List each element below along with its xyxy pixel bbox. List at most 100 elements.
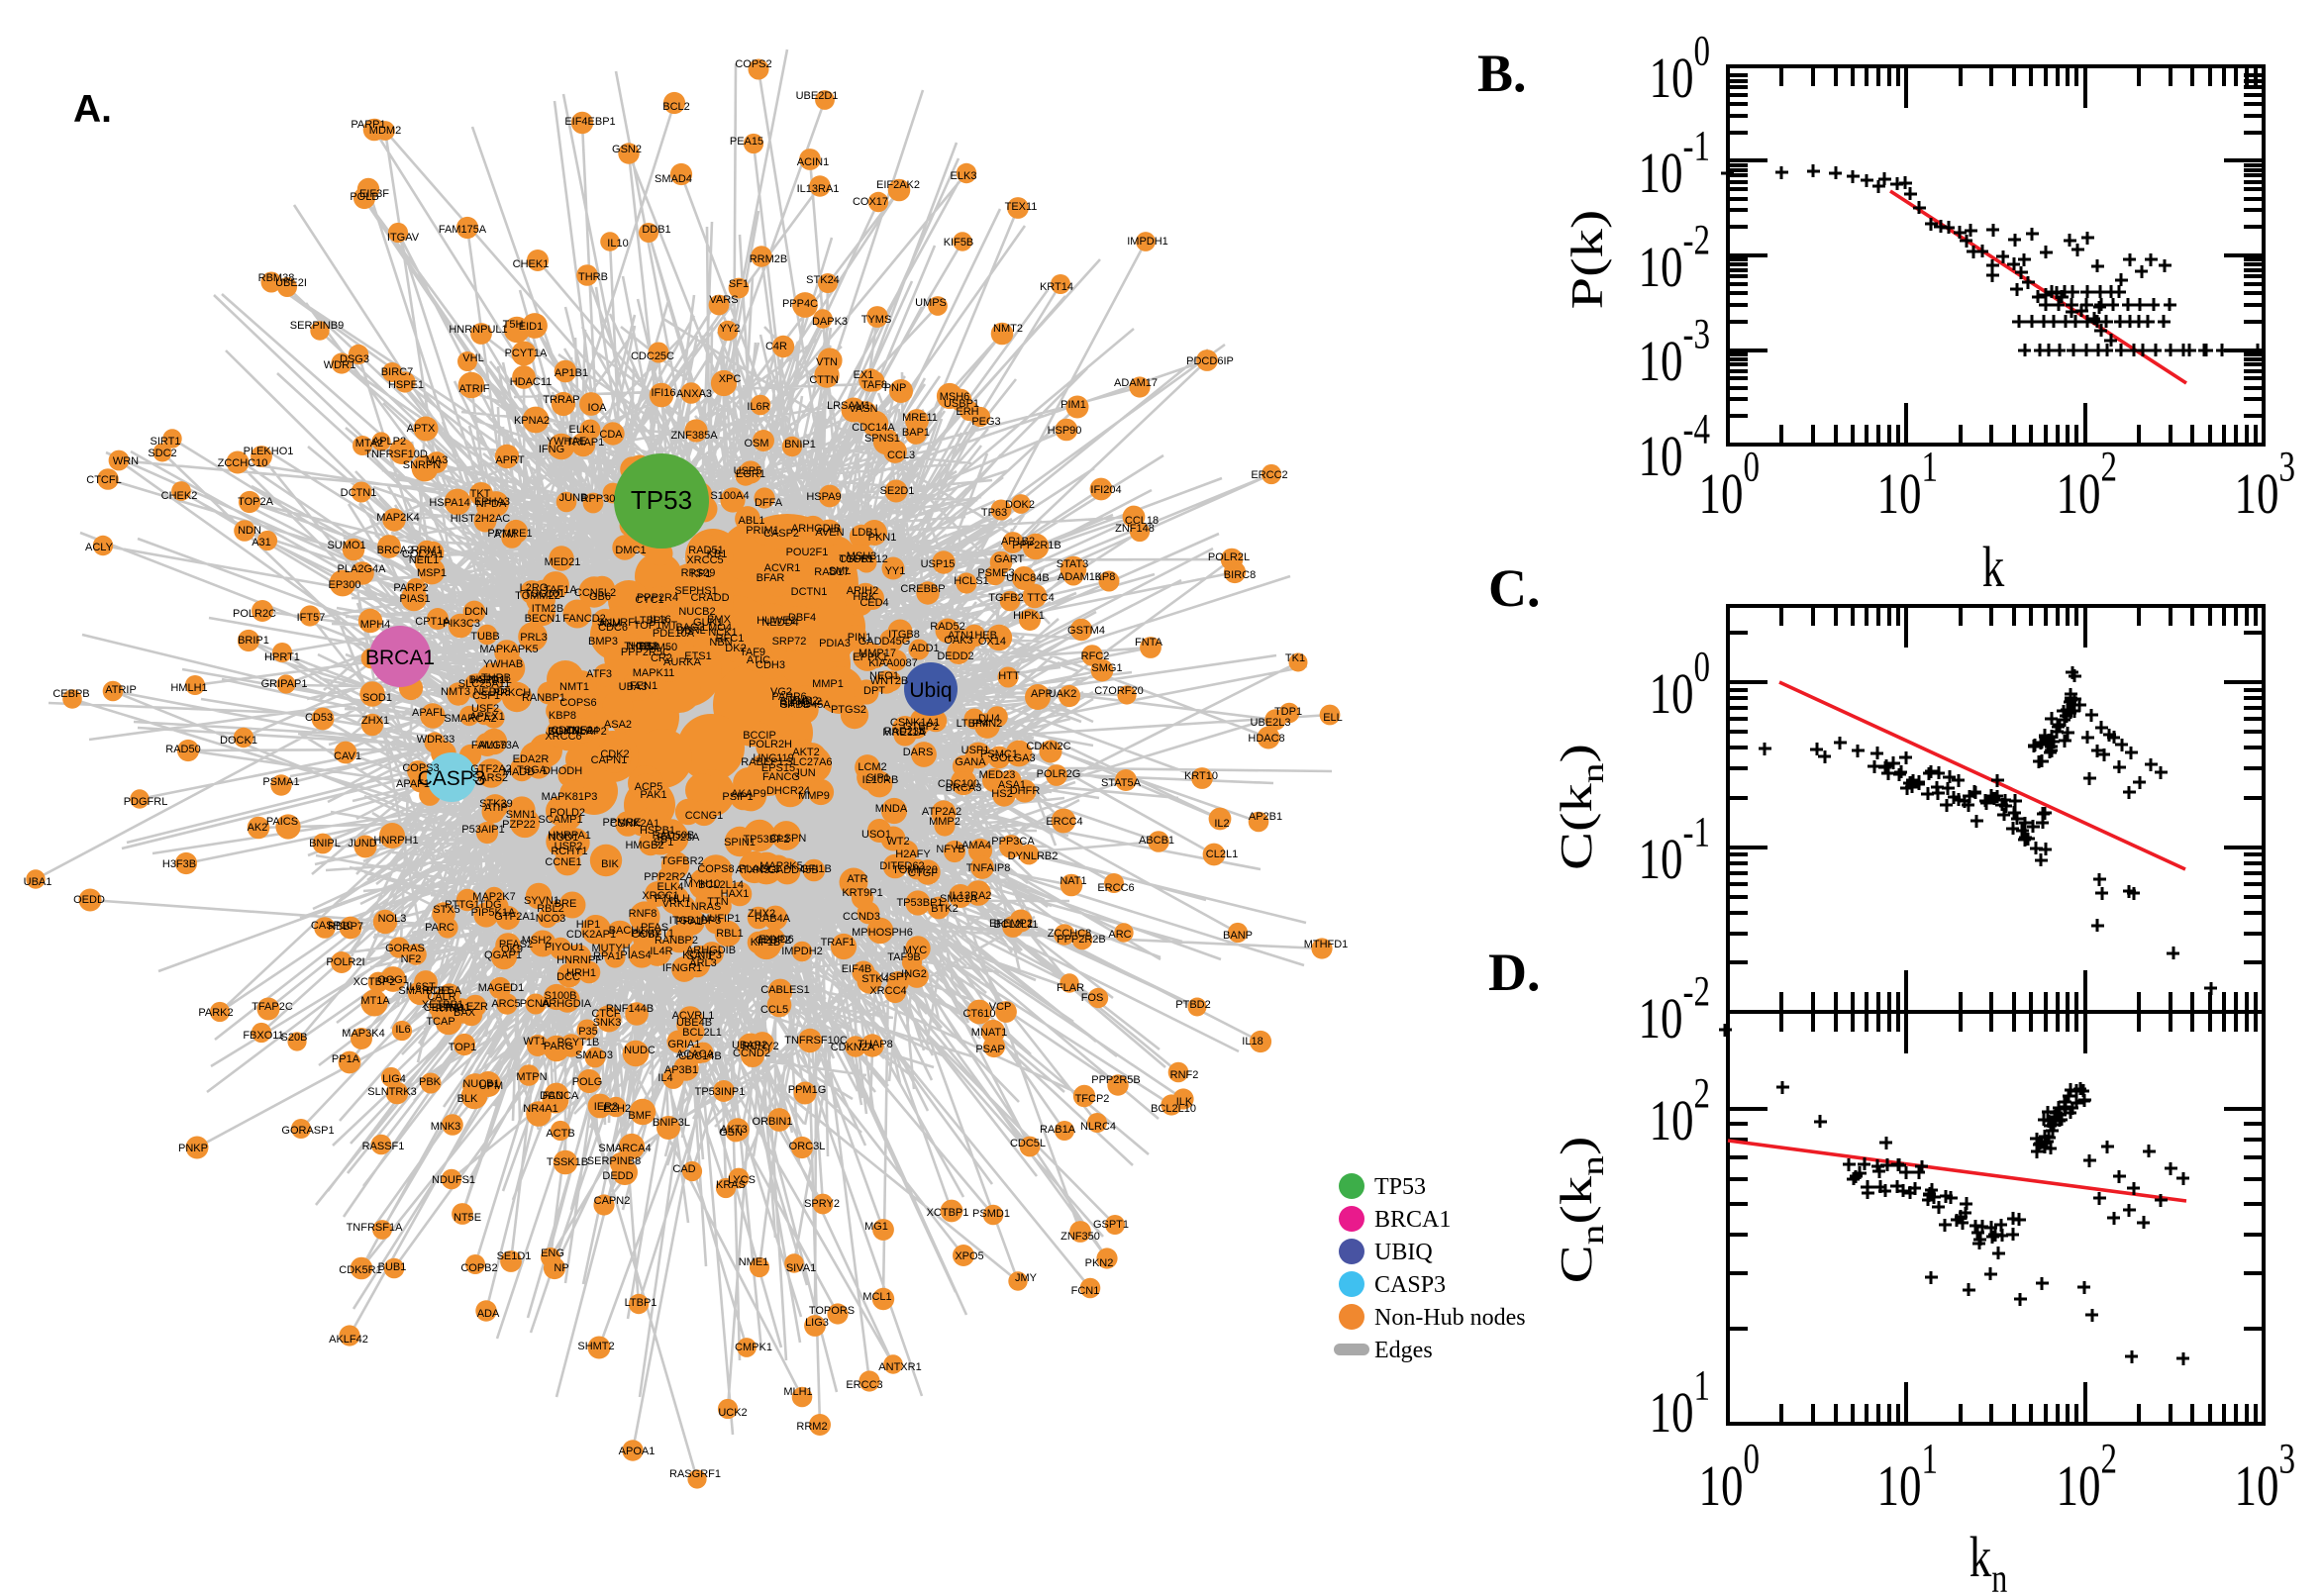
svg-text:BCL2: BCL2: [662, 101, 690, 113]
svg-text:XRCC5: XRCC5: [686, 554, 723, 566]
svg-text:WT1: WT1: [523, 1036, 546, 1047]
svg-text:NPDA: NPDA: [476, 498, 507, 510]
svg-text:BFAR: BFAR: [757, 572, 785, 584]
svg-text:XRCC4: XRCC4: [869, 985, 906, 997]
svg-text:NDN: NDN: [238, 525, 261, 537]
svg-text:USP7: USP7: [881, 971, 910, 983]
svg-text:KIF5B: KIF5B: [944, 237, 974, 249]
svg-text:C7ORF20: C7ORF20: [1094, 685, 1144, 697]
svg-text:GRIPAP1: GRIPAP1: [261, 678, 308, 690]
svg-text:PP1A: PP1A: [332, 1053, 360, 1065]
svg-text:UPM: UPM: [479, 1080, 503, 1092]
svg-text:PPMRE: PPMRE: [602, 817, 641, 829]
svg-text:UAK2: UAK2: [1049, 688, 1077, 700]
svg-text:TP53INP1: TP53INP1: [695, 1086, 746, 1098]
svg-text:OAK3: OAK3: [944, 635, 972, 647]
svg-text:HTT: HTT: [998, 670, 1020, 682]
svg-text:NME1: NME1: [739, 1256, 769, 1268]
svg-text:RNF2: RNF2: [1170, 1069, 1199, 1081]
svg-text:GOLGA3: GOLGA3: [990, 752, 1035, 764]
svg-text:ARHGDIA: ARHGDIA: [542, 998, 592, 1010]
svg-text:TOP1MT: TOP1MT: [634, 620, 678, 632]
svg-text:JUND: JUND: [348, 838, 376, 849]
svg-text:RAD23A: RAD23A: [657, 832, 700, 844]
svg-text:RNF8: RNF8: [629, 908, 657, 920]
svg-text:RRM2: RRM2: [796, 1421, 827, 1433]
svg-text:NT5E: NT5E: [454, 1212, 481, 1224]
svg-text:PBK: PBK: [419, 1076, 442, 1088]
svg-text:GART: GART: [994, 553, 1025, 565]
svg-text:CDK2: CDK2: [600, 748, 629, 760]
svg-text:NEDD8: NEDD8: [473, 686, 510, 698]
svg-text:BANP: BANP: [1223, 930, 1253, 942]
svg-text:SNK3: SNK3: [593, 1017, 622, 1029]
svg-text:RCHY2: RCHY2: [742, 1041, 778, 1052]
svg-text:TAF9B: TAF9B: [887, 951, 920, 963]
svg-text:BRE: BRE: [555, 898, 577, 910]
svg-text:HPRT1: HPRT1: [264, 651, 300, 663]
svg-text:NUDC: NUDC: [624, 1045, 656, 1056]
svg-text:APLP2: APLP2: [372, 436, 406, 448]
svg-text:ERCC3: ERCC3: [846, 1379, 882, 1391]
svg-text:TDP1: TDP1: [1274, 706, 1302, 718]
svg-text:ATM: ATM: [494, 529, 516, 541]
svg-text:TOP1: TOP1: [449, 1042, 477, 1053]
svg-text:FEN1: FEN1: [630, 680, 657, 692]
svg-text:PLAGL1: PLAGL1: [739, 863, 780, 875]
svg-text:CDC25A: CDC25A: [551, 725, 594, 737]
svg-text:AP1B1: AP1B1: [555, 367, 588, 379]
svg-text:ASA1: ASA1: [998, 779, 1026, 791]
svg-text:EP300: EP300: [328, 579, 360, 591]
svg-text:SP1: SP1: [654, 837, 674, 848]
svg-text:RPS29: RPS29: [681, 567, 716, 579]
svg-text:TTC4: TTC4: [1027, 592, 1055, 604]
svg-text:RRM2B: RRM2B: [750, 253, 788, 265]
svg-text:IL10RB: IL10RB: [862, 774, 899, 786]
svg-text:PLA2G4A: PLA2G4A: [338, 563, 387, 575]
svg-text:ACIN1: ACIN1: [797, 156, 829, 168]
svg-text:CED4: CED4: [859, 597, 888, 609]
svg-text:DBF4: DBF4: [788, 612, 816, 624]
svg-text:THRB: THRB: [578, 271, 608, 283]
svg-text:PPA1: PPA1: [675, 916, 702, 928]
svg-text:MRE11: MRE11: [902, 412, 938, 424]
svg-text:LIG4: LIG4: [382, 1073, 406, 1085]
svg-text:TUBB: TUBB: [470, 631, 499, 643]
svg-text:IL16: IL16: [650, 614, 670, 626]
svg-text:NEDD4: NEDD4: [761, 617, 798, 629]
svg-text:PPP3CA: PPP3CA: [991, 836, 1035, 848]
svg-text:THAP8: THAP8: [858, 1039, 892, 1050]
svg-text:S20B: S20B: [281, 1032, 308, 1044]
svg-text:RRM1: RRM1: [411, 545, 442, 556]
svg-text:QGAP1: QGAP1: [484, 949, 522, 961]
svg-text:DITED62: DITED62: [879, 860, 924, 872]
svg-text:S100A4: S100A4: [710, 490, 749, 502]
svg-text:LCM2: LCM2: [858, 761, 886, 773]
svg-text:HIST2H2AC: HIST2H2AC: [451, 513, 511, 525]
svg-text:DU4: DU4: [978, 713, 1000, 725]
svg-text:IL6R: IL6R: [747, 401, 769, 413]
svg-text:GSN: GSN: [719, 1127, 743, 1139]
svg-text:YY1: YY1: [885, 565, 906, 577]
svg-text:DARS: DARS: [903, 747, 934, 758]
svg-text:APEX1: APEX1: [469, 711, 504, 723]
svg-text:IL6: IL6: [395, 1024, 410, 1036]
svg-text:ZNF148: ZNF148: [1115, 523, 1155, 535]
svg-text:BCL2L14: BCL2L14: [698, 879, 744, 891]
svg-text:MAP3K5: MAP3K5: [759, 860, 802, 872]
svg-text:EPPK1: EPPK1: [853, 651, 887, 663]
svg-text:TP53: TP53: [1374, 1174, 1426, 1200]
svg-text:MAPK11: MAPK11: [633, 667, 675, 679]
svg-text:GTF2A1: GTF2A1: [494, 911, 536, 923]
svg-text:SYVN1: SYVN1: [524, 895, 559, 907]
svg-text:NUCB2: NUCB2: [678, 606, 715, 618]
svg-text:CYC1: CYC1: [635, 594, 663, 606]
svg-text:ZNF24: ZNF24: [565, 725, 599, 737]
svg-text:ARC: ARC: [1108, 929, 1131, 941]
svg-text:HNRPA1: HNRPA1: [548, 830, 591, 842]
svg-text:TOPORS: TOPORS: [809, 1305, 855, 1317]
svg-text:IFNGR1: IFNGR1: [662, 962, 702, 974]
svg-text:EGR1: EGR1: [736, 468, 765, 480]
svg-text:BUB1: BUB1: [378, 1261, 407, 1273]
svg-text:POU2F1: POU2F1: [786, 547, 829, 558]
